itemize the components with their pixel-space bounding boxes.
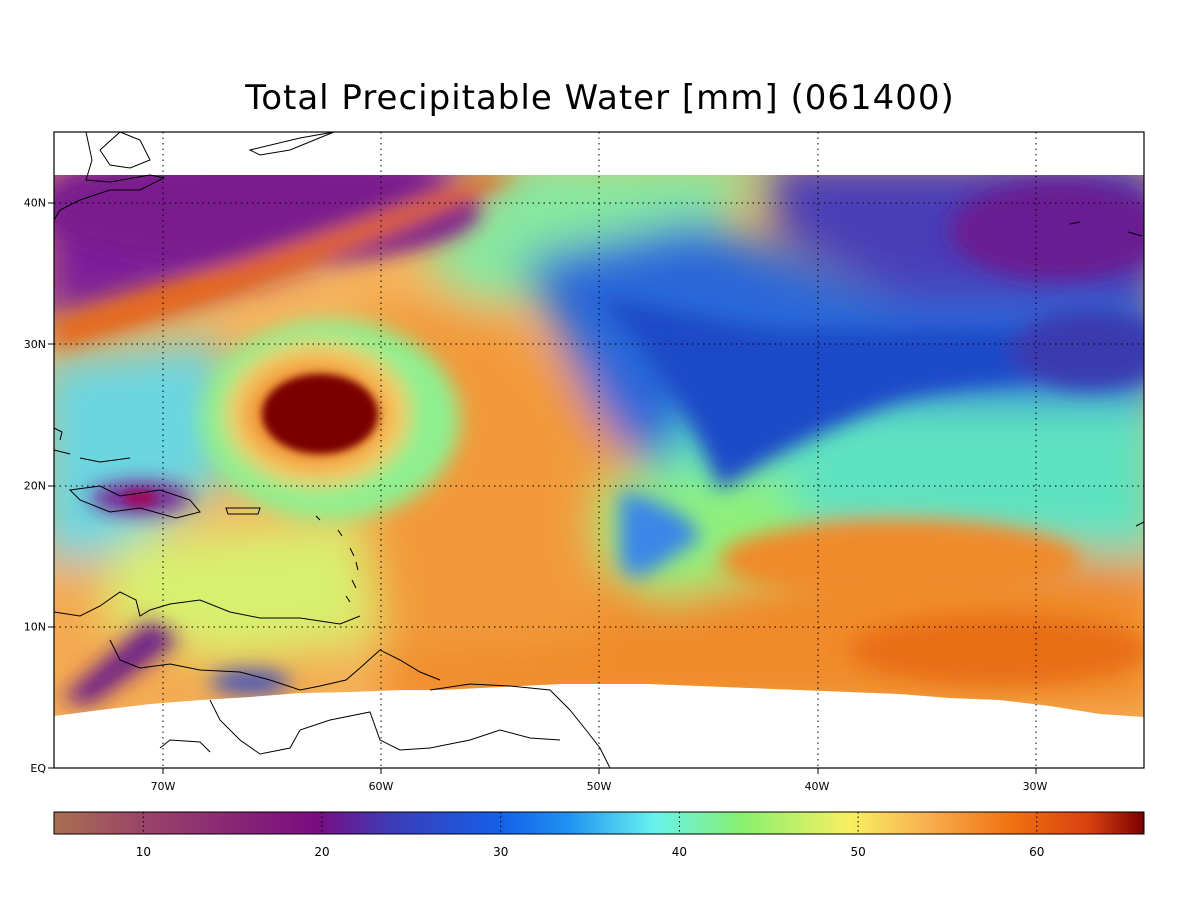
longitude-label: 50W bbox=[587, 780, 612, 793]
longitude-label: 60W bbox=[369, 780, 394, 793]
axis-ticks bbox=[48, 202, 1037, 774]
colorbar-label: 60 bbox=[1029, 845, 1044, 859]
colorbar-ticks: 10 20 30 40 50 60 bbox=[136, 812, 1044, 859]
map-title: Total Precipitable Water [mm] (061400) bbox=[245, 78, 955, 118]
colorbar-label: 50 bbox=[850, 845, 865, 859]
colorbar-label: 30 bbox=[493, 845, 508, 859]
longitude-labels: 70W 60W 50W 40W 30W bbox=[151, 780, 1048, 793]
coastlines bbox=[53, 131, 1145, 769]
longitude-label: 40W bbox=[805, 780, 830, 793]
grid-lines bbox=[54, 132, 1144, 768]
latitude-labels: 40N 30N 20N 10N EQ bbox=[24, 197, 47, 775]
colorbar-label: 20 bbox=[314, 845, 329, 859]
colorbar bbox=[53, 811, 1145, 835]
tpw-field bbox=[54, 175, 1144, 717]
longitude-label: 70W bbox=[151, 780, 176, 793]
latitude-label: EQ bbox=[30, 762, 46, 775]
latitude-label: 10N bbox=[24, 621, 46, 634]
colorbar-label: 10 bbox=[136, 845, 151, 859]
colorbar-label: 40 bbox=[672, 845, 687, 859]
latitude-label: 40N bbox=[24, 197, 46, 210]
latitude-label: 30N bbox=[24, 338, 46, 351]
latitude-label: 20N bbox=[24, 479, 46, 492]
longitude-label: 30W bbox=[1023, 780, 1048, 793]
